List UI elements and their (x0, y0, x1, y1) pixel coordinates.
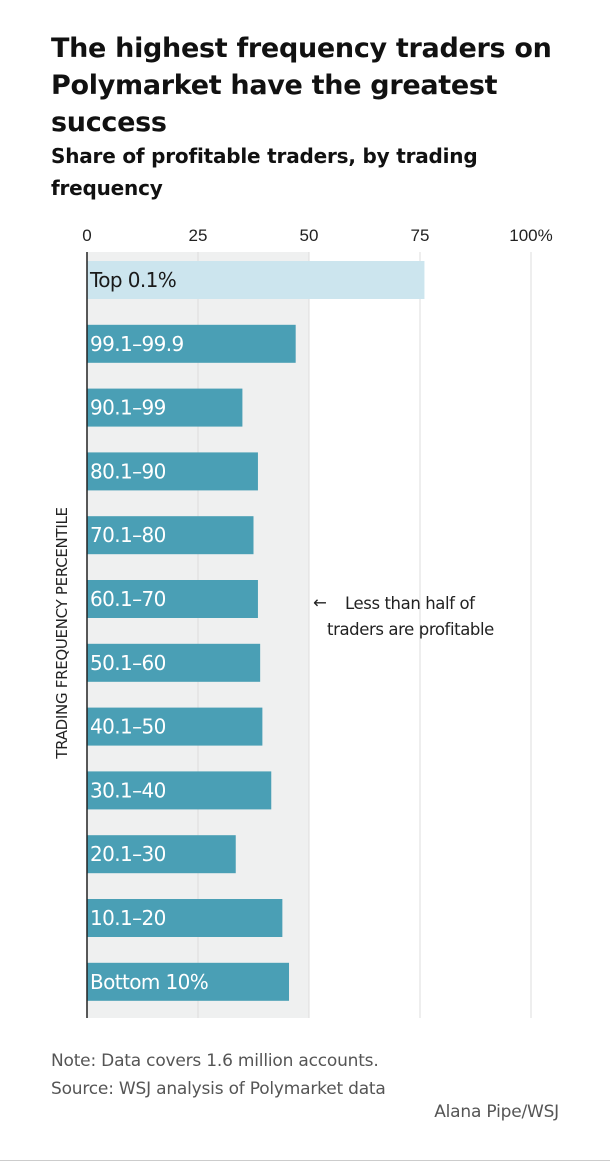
bar-9 (87, 835, 236, 874)
category-label-11: Bottom 10% (90, 970, 208, 994)
annotation-line-2: traders are profitable (327, 620, 494, 639)
y-axis-label: TRADING FREQUENCY PERCENTILE (53, 507, 71, 759)
tick-label-50: 50 (300, 226, 319, 245)
chart-title: The highest frequency traders on Polymar… (51, 33, 552, 138)
bar-3 (87, 452, 258, 491)
annotation-line-1: Less than half of (345, 594, 476, 613)
x-axis-ticks: 0 25 50 75 100% (82, 226, 552, 245)
bar-0 (87, 261, 425, 299)
bar-8 (87, 771, 272, 810)
category-label-8: 30.1–40 (90, 778, 166, 802)
credit-text: Alana Pipe/WSJ (434, 1102, 559, 1122)
tick-label-75: 75 (411, 226, 430, 245)
bars (87, 261, 425, 1001)
bottom-divider (0, 1160, 610, 1161)
chart-subtitle: Share of profitable traders, by trading … (51, 144, 478, 200)
gridlines (197, 252, 532, 1018)
bar-2 (87, 388, 243, 427)
category-label-0: Top 0.1% (89, 268, 176, 292)
annotation: ← Less than half of traders are profitab… (313, 593, 495, 639)
category-label-5: 60.1–70 (90, 587, 166, 611)
bar-4 (87, 516, 254, 555)
category-label-2: 90.1–99 (90, 396, 166, 420)
category-label-1: 99.1–99.9 (90, 332, 184, 356)
footnotes: Note: Data covers 1.6 million accounts. … (51, 1047, 386, 1103)
category-label-9: 20.1–30 (90, 842, 166, 866)
bar-5 (87, 580, 258, 618)
note-text: Note: Data covers 1.6 million accounts. (51, 1051, 379, 1071)
annotation-arrow: ← (313, 593, 326, 612)
bar-1 (87, 324, 296, 363)
tick-label-100: 100% (509, 226, 552, 245)
bar-11 (87, 962, 290, 1001)
category-label-6: 50.1–60 (90, 651, 166, 675)
bar-10 (87, 899, 283, 937)
bar-7 (87, 707, 263, 746)
category-label-10: 10.1–20 (90, 906, 166, 930)
category-label-3: 80.1–90 (90, 459, 166, 483)
tick-label-25: 25 (189, 226, 208, 245)
category-label-4: 70.1–80 (90, 523, 166, 547)
bar-chart: 0 25 50 75 100% Top 0.1% 99.1–99.9 90.1–99 80.1… (53, 226, 553, 1018)
source-text: Source: WSJ analysis of Polymarket data (51, 1079, 386, 1099)
category-label-7: 40.1–50 (90, 715, 166, 739)
category-labels: Top 0.1% 99.1–99.9 90.1–99 80.1–90 70.1–80 60… (89, 268, 209, 994)
bar-6 (87, 643, 261, 682)
tick-label-0: 0 (82, 226, 91, 245)
